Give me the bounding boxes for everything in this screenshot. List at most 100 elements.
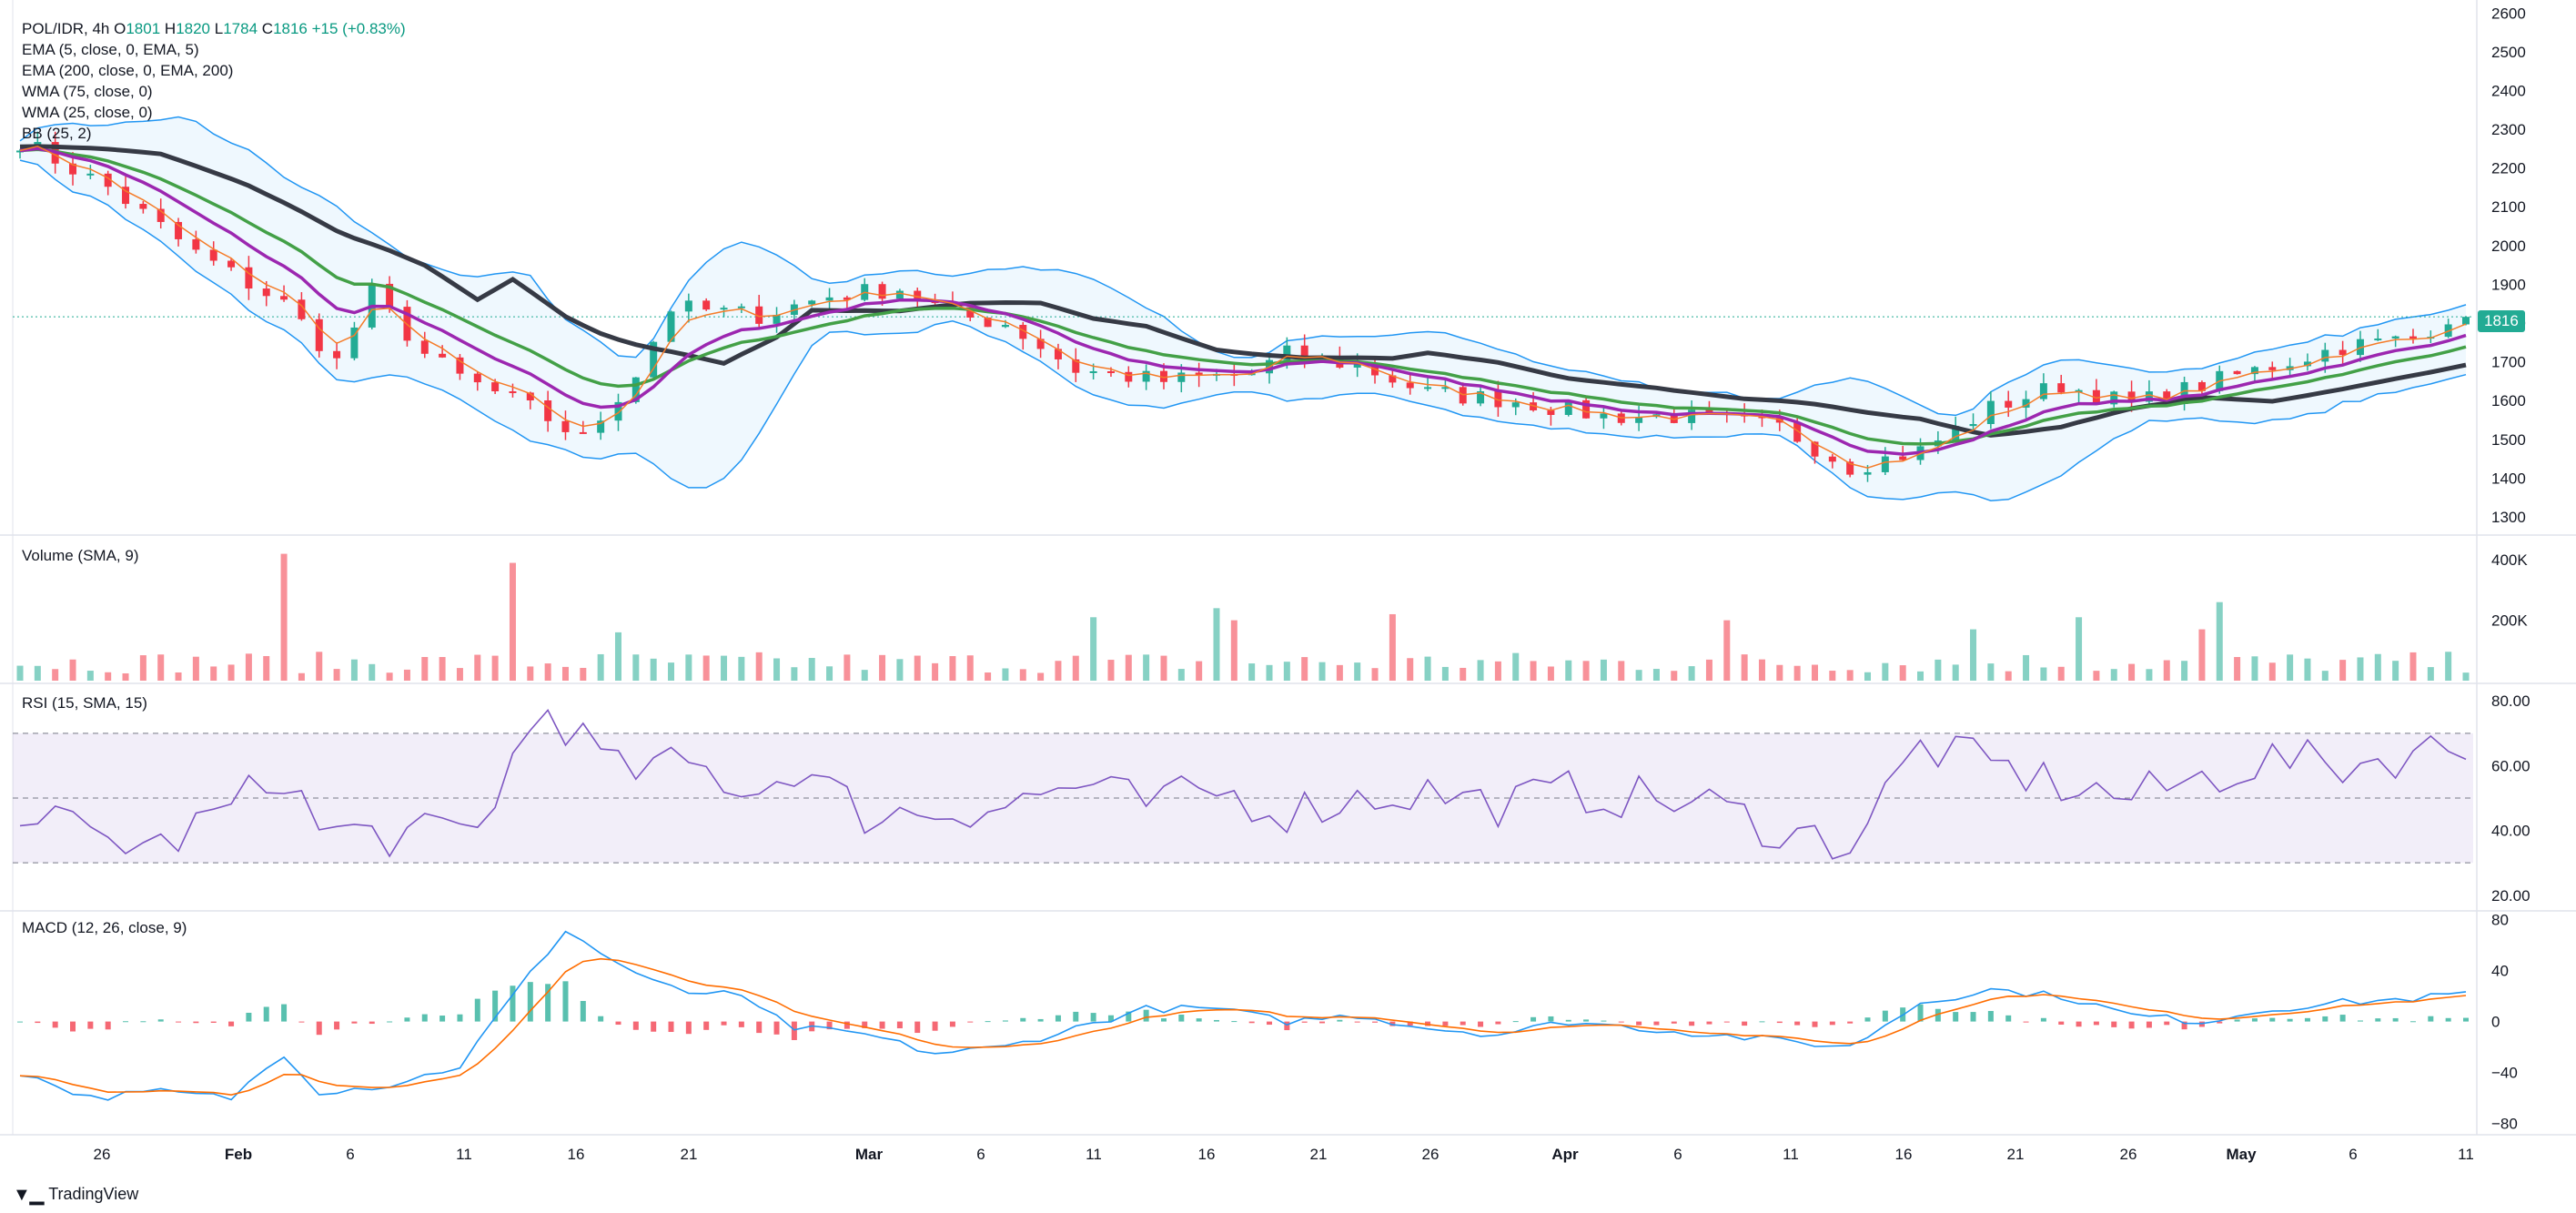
rsi-pane-title[interactable]: RSI (15, SMA, 15) bbox=[22, 694, 147, 712]
macd-histogram-bar bbox=[1460, 1021, 1466, 1026]
candle-body bbox=[315, 318, 323, 351]
macd-histogram-bar bbox=[2234, 1019, 2240, 1022]
volume-bar bbox=[1618, 661, 1625, 681]
candle-body bbox=[1125, 371, 1133, 382]
price-tick-label: 1400 bbox=[2491, 470, 2526, 487]
candle-body bbox=[209, 249, 217, 261]
macd-histogram-bar bbox=[2445, 1017, 2451, 1022]
candle-body bbox=[737, 306, 745, 308]
macd-histogram-bar bbox=[1953, 1012, 1959, 1022]
macd-histogram-bar bbox=[1671, 1021, 1677, 1024]
candle-body bbox=[2321, 349, 2329, 362]
candle-body bbox=[1159, 370, 1167, 382]
macd-pane-title[interactable]: MACD (12, 26, close, 9) bbox=[22, 919, 187, 936]
volume-bar bbox=[1266, 664, 1273, 681]
symbol-name[interactable]: POL/IDR, 4h bbox=[22, 20, 110, 37]
candle-body bbox=[1670, 414, 1678, 423]
low-label: L bbox=[214, 20, 224, 37]
candle-body bbox=[157, 208, 165, 222]
macd-histogram-bar bbox=[35, 1021, 41, 1024]
volume-bar bbox=[1354, 662, 1361, 681]
time-tick-label: 16 bbox=[1895, 1146, 1913, 1163]
volume-bar bbox=[439, 657, 446, 681]
time-tick-label: 6 bbox=[346, 1146, 354, 1163]
volume-bar bbox=[2181, 661, 2188, 681]
candle-body bbox=[1688, 409, 1696, 423]
time-tick-label: May bbox=[2226, 1146, 2257, 1163]
tradingview-brand[interactable]: ▼▁ TradingView bbox=[13, 1183, 138, 1206]
volume-bar bbox=[1107, 660, 1115, 681]
volume-bar bbox=[1460, 667, 1467, 681]
macd-histogram-bar bbox=[281, 1004, 288, 1022]
candle-body bbox=[684, 300, 692, 312]
time-tick-label: 11 bbox=[1783, 1146, 1799, 1163]
candle-body bbox=[579, 431, 587, 434]
price-tick-label: 1300 bbox=[2491, 509, 2526, 526]
candle-body bbox=[333, 350, 341, 359]
candle-body bbox=[1054, 349, 1062, 359]
volume-bar bbox=[1125, 654, 1132, 681]
candle-body bbox=[2092, 389, 2100, 405]
macd-histogram-bar bbox=[439, 1016, 446, 1022]
indicator-ema200[interactable]: EMA (200, close, 0, EMA, 200) bbox=[22, 62, 234, 79]
candle-body bbox=[1758, 416, 1766, 419]
candle-body bbox=[1793, 422, 1802, 442]
candle-body bbox=[2022, 399, 2030, 408]
volume-bar bbox=[1424, 656, 1431, 681]
macd-histogram-bar bbox=[580, 1000, 586, 1022]
macd-histogram-bar bbox=[1776, 1021, 1783, 1024]
macd-histogram-bar bbox=[2040, 1017, 2046, 1022]
macd-histogram-bar bbox=[351, 1021, 358, 1024]
volume-bar bbox=[2339, 660, 2347, 681]
time-tick-label: 11 bbox=[2458, 1146, 2474, 1163]
change-value: +15 (+0.83%) bbox=[311, 20, 406, 37]
volume-bar bbox=[509, 562, 516, 681]
volume-bar bbox=[1829, 671, 1836, 681]
candle-body bbox=[914, 290, 922, 300]
indicator-ema5[interactable]: EMA (5, close, 0, EMA, 5) bbox=[22, 41, 199, 58]
macd-histogram-bar bbox=[52, 1021, 58, 1028]
candle-body bbox=[262, 288, 270, 297]
price-tick-label: 2100 bbox=[2491, 198, 2526, 216]
open-label: O bbox=[114, 20, 126, 37]
open-value: 1801 bbox=[126, 20, 161, 37]
candle-body bbox=[1864, 471, 1872, 475]
indicator-wma25[interactable]: WMA (25, close, 0) bbox=[22, 104, 153, 121]
indicator-wma75[interactable]: WMA (75, close, 0) bbox=[22, 83, 153, 100]
macd-histogram-bar bbox=[1829, 1021, 1835, 1026]
candle-body bbox=[139, 204, 147, 209]
macd-histogram-bar bbox=[1723, 1021, 1730, 1023]
candle-body bbox=[843, 297, 851, 300]
macd-histogram-bar bbox=[2217, 1021, 2223, 1024]
volume-pane-title[interactable]: Volume (SMA, 9) bbox=[22, 547, 139, 564]
candle-body bbox=[175, 221, 183, 239]
volume-bar bbox=[1213, 608, 1220, 681]
macd-histogram-bar bbox=[2023, 1021, 2029, 1023]
price-tick-label: 2200 bbox=[2491, 160, 2526, 177]
volume-bar bbox=[1635, 670, 1642, 681]
rsi-tick-label: 20.00 bbox=[2491, 887, 2531, 905]
volume-bar bbox=[157, 654, 165, 681]
volume-bar bbox=[2023, 654, 2030, 681]
macd-histogram-bar bbox=[1160, 1018, 1167, 1022]
macd-histogram-bar bbox=[1935, 1008, 1941, 1022]
price-tick-label: 1700 bbox=[2491, 354, 2526, 371]
time-tick-label: 6 bbox=[2349, 1146, 2357, 1163]
volume-bar bbox=[896, 659, 904, 681]
macd-histogram-bar bbox=[457, 1014, 463, 1022]
indicator-bb[interactable]: BB (25, 2) bbox=[22, 125, 92, 142]
candle-body bbox=[755, 306, 763, 324]
candle-body bbox=[298, 299, 306, 319]
macd-histogram-bar bbox=[105, 1021, 111, 1030]
macd-histogram-bar bbox=[298, 1021, 305, 1023]
macd-histogram-bar bbox=[334, 1021, 340, 1030]
macd-histogram-bar bbox=[1319, 1021, 1326, 1024]
macd-histogram-bar bbox=[176, 1021, 182, 1023]
time-tick-label: 16 bbox=[568, 1146, 585, 1163]
macd-histogram-bar bbox=[1143, 1009, 1149, 1022]
volume-bar bbox=[2057, 666, 2065, 681]
macd-tick-label: 80 bbox=[2491, 912, 2509, 929]
rsi-tick-label: 80.00 bbox=[2491, 692, 2531, 710]
macd-histogram-bar bbox=[1020, 1017, 1026, 1022]
volume-bar bbox=[2357, 657, 2364, 681]
